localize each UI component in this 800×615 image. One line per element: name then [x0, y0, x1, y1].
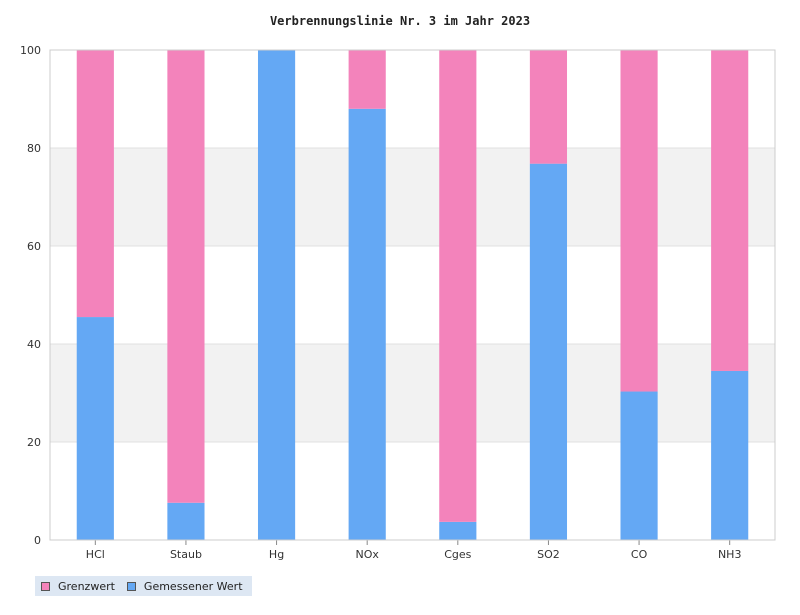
bar-grenzwert-hcl [76, 50, 114, 318]
legend: Grenzwert Gemessener Wert [35, 576, 252, 596]
grid-band [50, 148, 775, 246]
y-tick-label: 0 [34, 534, 41, 547]
bar-gemessener-wert-nox [348, 108, 386, 541]
legend-swatch-gemessener-wert [126, 581, 136, 591]
bar-gemessener-wert-nh3 [711, 370, 749, 540]
legend-label-grenzwert: Grenzwert [58, 579, 115, 593]
x-tick-label: Cges [444, 548, 471, 561]
y-tick-label: 40 [27, 338, 41, 351]
legend-item-grenzwert: Grenzwert [41, 580, 115, 593]
bar-grenzwert-nh3 [711, 50, 749, 371]
bar-grenzwert-co [620, 50, 658, 392]
bar-gemessener-wert-hcl [76, 317, 114, 540]
x-tick-label: Staub [170, 548, 202, 561]
y-tick-label: 60 [27, 240, 41, 253]
bar-gemessener-wert-so2 [529, 163, 568, 540]
x-tick-label: SO2 [537, 548, 560, 561]
bar-gemessener-wert-co [620, 391, 658, 540]
x-tick-label: Hg [269, 548, 284, 561]
bar-gemessener-wert-cges [439, 521, 477, 540]
legend-label-gemessener-wert: Gemessener Wert [143, 579, 243, 593]
y-tick-label: 100 [20, 44, 41, 57]
grid-band [50, 344, 775, 442]
x-tick-label: HCl [86, 548, 105, 561]
y-tick-label: 20 [27, 436, 41, 449]
bar-gemessener-wert-hg [257, 50, 296, 540]
plot-frame [49, 49, 776, 541]
bar-grenzwert-cges [439, 50, 477, 522]
x-tick-label: CO [631, 548, 648, 561]
x-tick-label: NOx [355, 548, 379, 561]
bar-grenzwert-nox [348, 50, 386, 109]
bar-grenzwert-staub [167, 50, 205, 503]
legend-item-gemessener-wert: Gemessener Wert [126, 579, 243, 593]
legend-swatch-grenzwert [41, 581, 50, 591]
y-tick-label: 80 [27, 142, 41, 155]
bar-gemessener-wert-staub [167, 502, 205, 540]
bar-grenzwert-so2 [529, 50, 568, 164]
chart-title: Verbrennungslinie Nr. 3 im Jahr 2023 [269, 14, 531, 28]
x-tick-label: NH3 [718, 548, 742, 561]
